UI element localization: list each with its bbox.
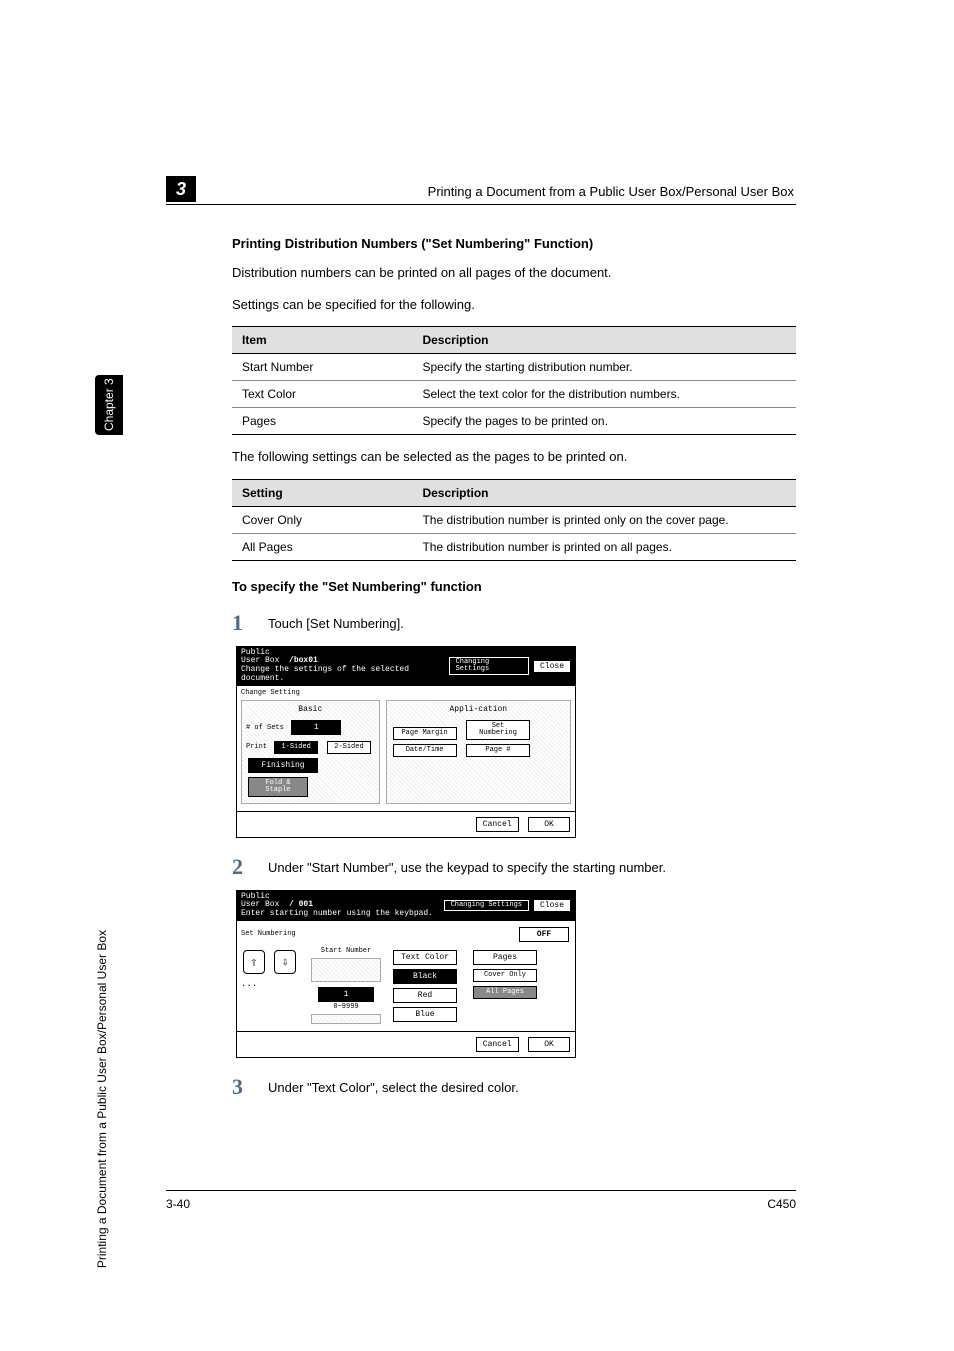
table-row: All Pages The distribution number is pri…: [232, 533, 796, 560]
lcd2-box-label: / 001: [289, 900, 313, 909]
lcd2-title1: Public: [241, 892, 270, 901]
lcd2-blue-button[interactable]: Blue: [393, 1007, 457, 1022]
lcd2-title2: User Box: [241, 900, 279, 909]
table2-header-0: Setting: [232, 479, 412, 506]
lcd1-changing-button[interactable]: Changing Settings: [449, 657, 529, 675]
lcd1-1sided-button[interactable]: 1-Sided: [274, 741, 317, 754]
cell: Pages: [232, 408, 412, 435]
lcd1-date-time-button[interactable]: Date/Time: [393, 744, 457, 757]
lcd2-up-button[interactable]: [243, 950, 265, 974]
table-row: Pages Specify the pages to be printed on…: [232, 408, 796, 435]
lcd1-print-label: Print: [246, 743, 267, 751]
cell: Text Color: [232, 381, 412, 408]
cell: All Pages: [232, 533, 412, 560]
lcd2-start-number-label: Start Number: [311, 948, 381, 955]
items-table: Item Description Start Number Specify th…: [232, 326, 796, 435]
table-row: Start Number Specify the starting distri…: [232, 354, 796, 381]
cell: Specify the pages to be printed on.: [412, 408, 796, 435]
lcd2-value-display: 1: [318, 987, 374, 1002]
lcd2-text-color-button[interactable]: Text Color: [393, 950, 457, 965]
footer-model: C450: [767, 1197, 796, 1211]
cell: Start Number: [232, 354, 412, 381]
table-row: Cover Only The distribution number is pr…: [232, 506, 796, 533]
lcd2-close-button[interactable]: Close: [533, 899, 571, 912]
lcd1-page-num-button[interactable]: Page #: [466, 744, 530, 757]
middle-paragraph: The following settings can be selected a…: [232, 447, 796, 467]
lcd1-ok-button[interactable]: OK: [528, 817, 570, 832]
lcd2-pages-button[interactable]: Pages: [473, 950, 537, 965]
step-text-1: Touch [Set Numbering].: [268, 610, 404, 631]
cell: Select the text color for the distributi…: [412, 381, 796, 408]
lcd1-set-numbering-button[interactable]: Set Numbering: [466, 720, 530, 740]
table1-header-1: Description: [412, 327, 796, 354]
table2-header-1: Description: [412, 479, 796, 506]
lcd1-page-margin-button[interactable]: Page Margin: [393, 727, 457, 740]
lcd2-subtitle: Enter starting number using the keybpad.: [241, 910, 433, 919]
cell: Cover Only: [232, 506, 412, 533]
cell: Specify the starting distribution number…: [412, 354, 796, 381]
header-divider: [166, 204, 796, 205]
step-number-3: 3: [232, 1074, 268, 1100]
lcd1-cancel-button[interactable]: Cancel: [476, 817, 519, 832]
lcd1-change-setting-label: Change Setting: [241, 690, 571, 697]
footer-page-number: 3-40: [166, 1197, 190, 1211]
chapter-number-badge: 3: [166, 176, 196, 202]
table-row: Text Color Select the text color for the…: [232, 381, 796, 408]
lcd2-black-button[interactable]: Black: [393, 969, 457, 984]
cell: The distribution number is printed on al…: [412, 533, 796, 560]
lcd2-set-numbering-label: Set Numbering: [241, 931, 296, 938]
cell: The distribution number is printed only …: [412, 506, 796, 533]
lcd2-down-button[interactable]: [274, 950, 296, 974]
lcd1-2sided-button[interactable]: 2-Sided: [327, 741, 370, 754]
lcd1-basic-tab[interactable]: Basic: [246, 705, 375, 714]
lcd2-cover-only-button[interactable]: Cover Only: [473, 969, 537, 982]
lcd2-ok-button[interactable]: OK: [528, 1037, 570, 1052]
lcd1-subtitle: Change the settings of the selected docu…: [241, 666, 449, 684]
procedure-heading: To specify the "Set Numbering" function: [232, 579, 796, 594]
lcd2-all-pages-button[interactable]: All Pages: [473, 986, 537, 999]
section-heading: Printing Distribution Numbers ("Set Numb…: [232, 236, 796, 251]
settings-table: Setting Description Cover Only The distr…: [232, 479, 796, 561]
step-number-2: 2: [232, 854, 268, 880]
lcd2-red-button[interactable]: Red: [393, 988, 457, 1003]
step-text-2: Under "Start Number", use the keypad to …: [268, 854, 666, 875]
lcd-panel-2: Public User Box / 001 Enter starting num…: [236, 890, 576, 1058]
lcd2-changing-button[interactable]: Changing Settings: [444, 900, 529, 911]
lcd1-sets-value[interactable]: 1: [291, 720, 341, 735]
chapter-tab: Chapter 3: [95, 375, 123, 435]
lcd1-sets-label: # of Sets: [246, 724, 284, 732]
step-text-3: Under "Text Color", select the desired c…: [268, 1074, 519, 1095]
lcd1-fold-button[interactable]: Fold & Staple: [248, 777, 308, 797]
lcd1-title2: User Box: [241, 656, 279, 665]
paragraph-2: Settings can be specified for the follow…: [232, 295, 796, 315]
lcd2-ellipsis: ...: [241, 979, 257, 989]
lcd2-range-label: 0~9999: [311, 1004, 381, 1011]
lcd1-close-button[interactable]: Close: [533, 660, 571, 673]
lcd2-off-button[interactable]: OFF: [519, 927, 569, 942]
paragraph-1: Distribution numbers can be printed on a…: [232, 263, 796, 283]
step-number-1: 1: [232, 610, 268, 636]
lcd2-cancel-button[interactable]: Cancel: [476, 1037, 519, 1052]
lcd1-finishing-button[interactable]: Finishing: [248, 758, 318, 773]
lcd1-box-label: /box01: [289, 656, 318, 665]
sidebar-section-title: Printing a Document from a Public User B…: [95, 930, 123, 1268]
lcd1-application-tab[interactable]: Appli-cation: [391, 705, 566, 714]
page-header: Printing a Document from a Public User B…: [428, 184, 794, 199]
lcd1-title1: Public: [241, 648, 270, 657]
table1-header-0: Item: [232, 327, 412, 354]
lcd-panel-1: Public User Box /box01 Change the settin…: [236, 646, 576, 838]
